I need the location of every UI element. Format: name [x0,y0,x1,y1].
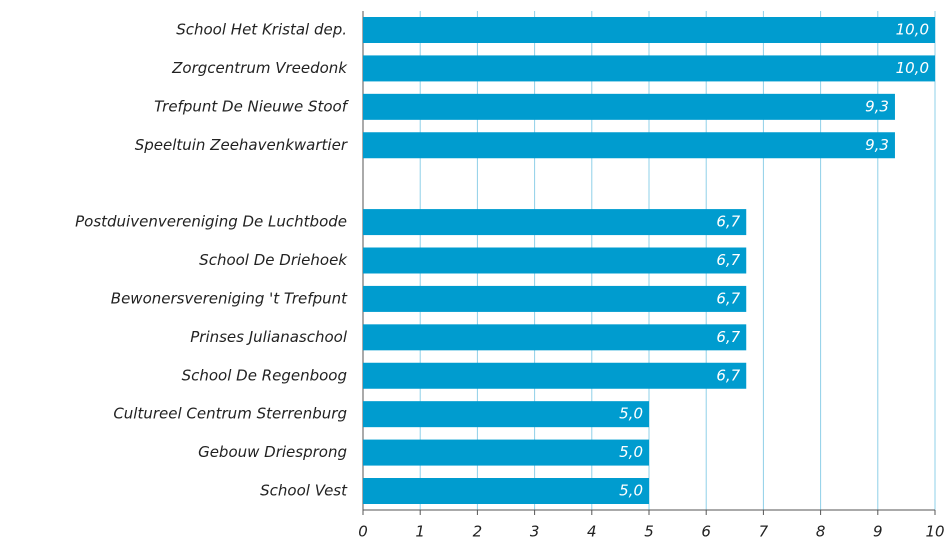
y-tick-label: Bewonersvereniging 't Trefpunt [111,289,348,307]
value-label: 6,7 [716,289,740,307]
bar [363,324,747,351]
x-tick-label: 4 [587,523,597,541]
bar [363,93,895,120]
value-label: 10,0 [896,59,929,77]
y-tick-label: School De Driehoek [199,251,348,269]
y-tick-label: School Vest [260,482,348,500]
y-tick-label: Gebouw Driesprong [198,443,347,461]
bar [363,478,649,504]
value-label: 6,7 [716,366,740,384]
y-tick-label: Trefpunt De Nieuwe Stoof [154,97,350,115]
y-tick-label: Zorgcentrum Vreedonk [171,59,348,77]
bar [363,439,649,466]
value-label: 5,0 [619,405,643,423]
y-tick-label: Speeltuin Zeehavenkwartier [135,136,348,154]
bar [363,285,747,312]
x-tick-label: 5 [644,523,654,541]
value-label: 6,7 [716,213,740,231]
x-tick-label: 0 [358,523,368,541]
bar [363,132,895,159]
value-label: 5,0 [619,443,643,461]
value-label: 9,3 [865,97,889,115]
value-label: 6,7 [716,251,740,269]
y-tick-label: Prinses Julianaschool [190,328,348,346]
bar [363,247,747,274]
bar [363,362,747,389]
x-tick-label: 6 [701,523,711,541]
bar [363,401,649,428]
value-label: 5,0 [619,482,643,500]
x-tick-label: 10 [925,523,944,541]
bar [363,209,747,236]
x-tick-label: 3 [530,523,540,541]
x-tick-label: 7 [759,523,769,541]
y-tick-label: Cultureel Centrum Sterrenburg [113,405,347,423]
bar [363,55,935,82]
y-tick-label: School De Regenboog [182,366,347,384]
y-tick-label: Postduivenvereniging De Luchtbode [75,213,347,231]
value-label: 9,3 [865,136,889,154]
x-tick-label: 9 [873,523,883,541]
bar [363,17,935,43]
x-tick-label: 1 [415,523,425,541]
x-tick-label: 2 [473,523,483,541]
x-tick-label: 8 [816,523,826,541]
y-tick-label: School Het Kristal dep. [176,21,347,39]
value-label: 6,7 [716,328,740,346]
value-label: 10,0 [896,21,929,39]
